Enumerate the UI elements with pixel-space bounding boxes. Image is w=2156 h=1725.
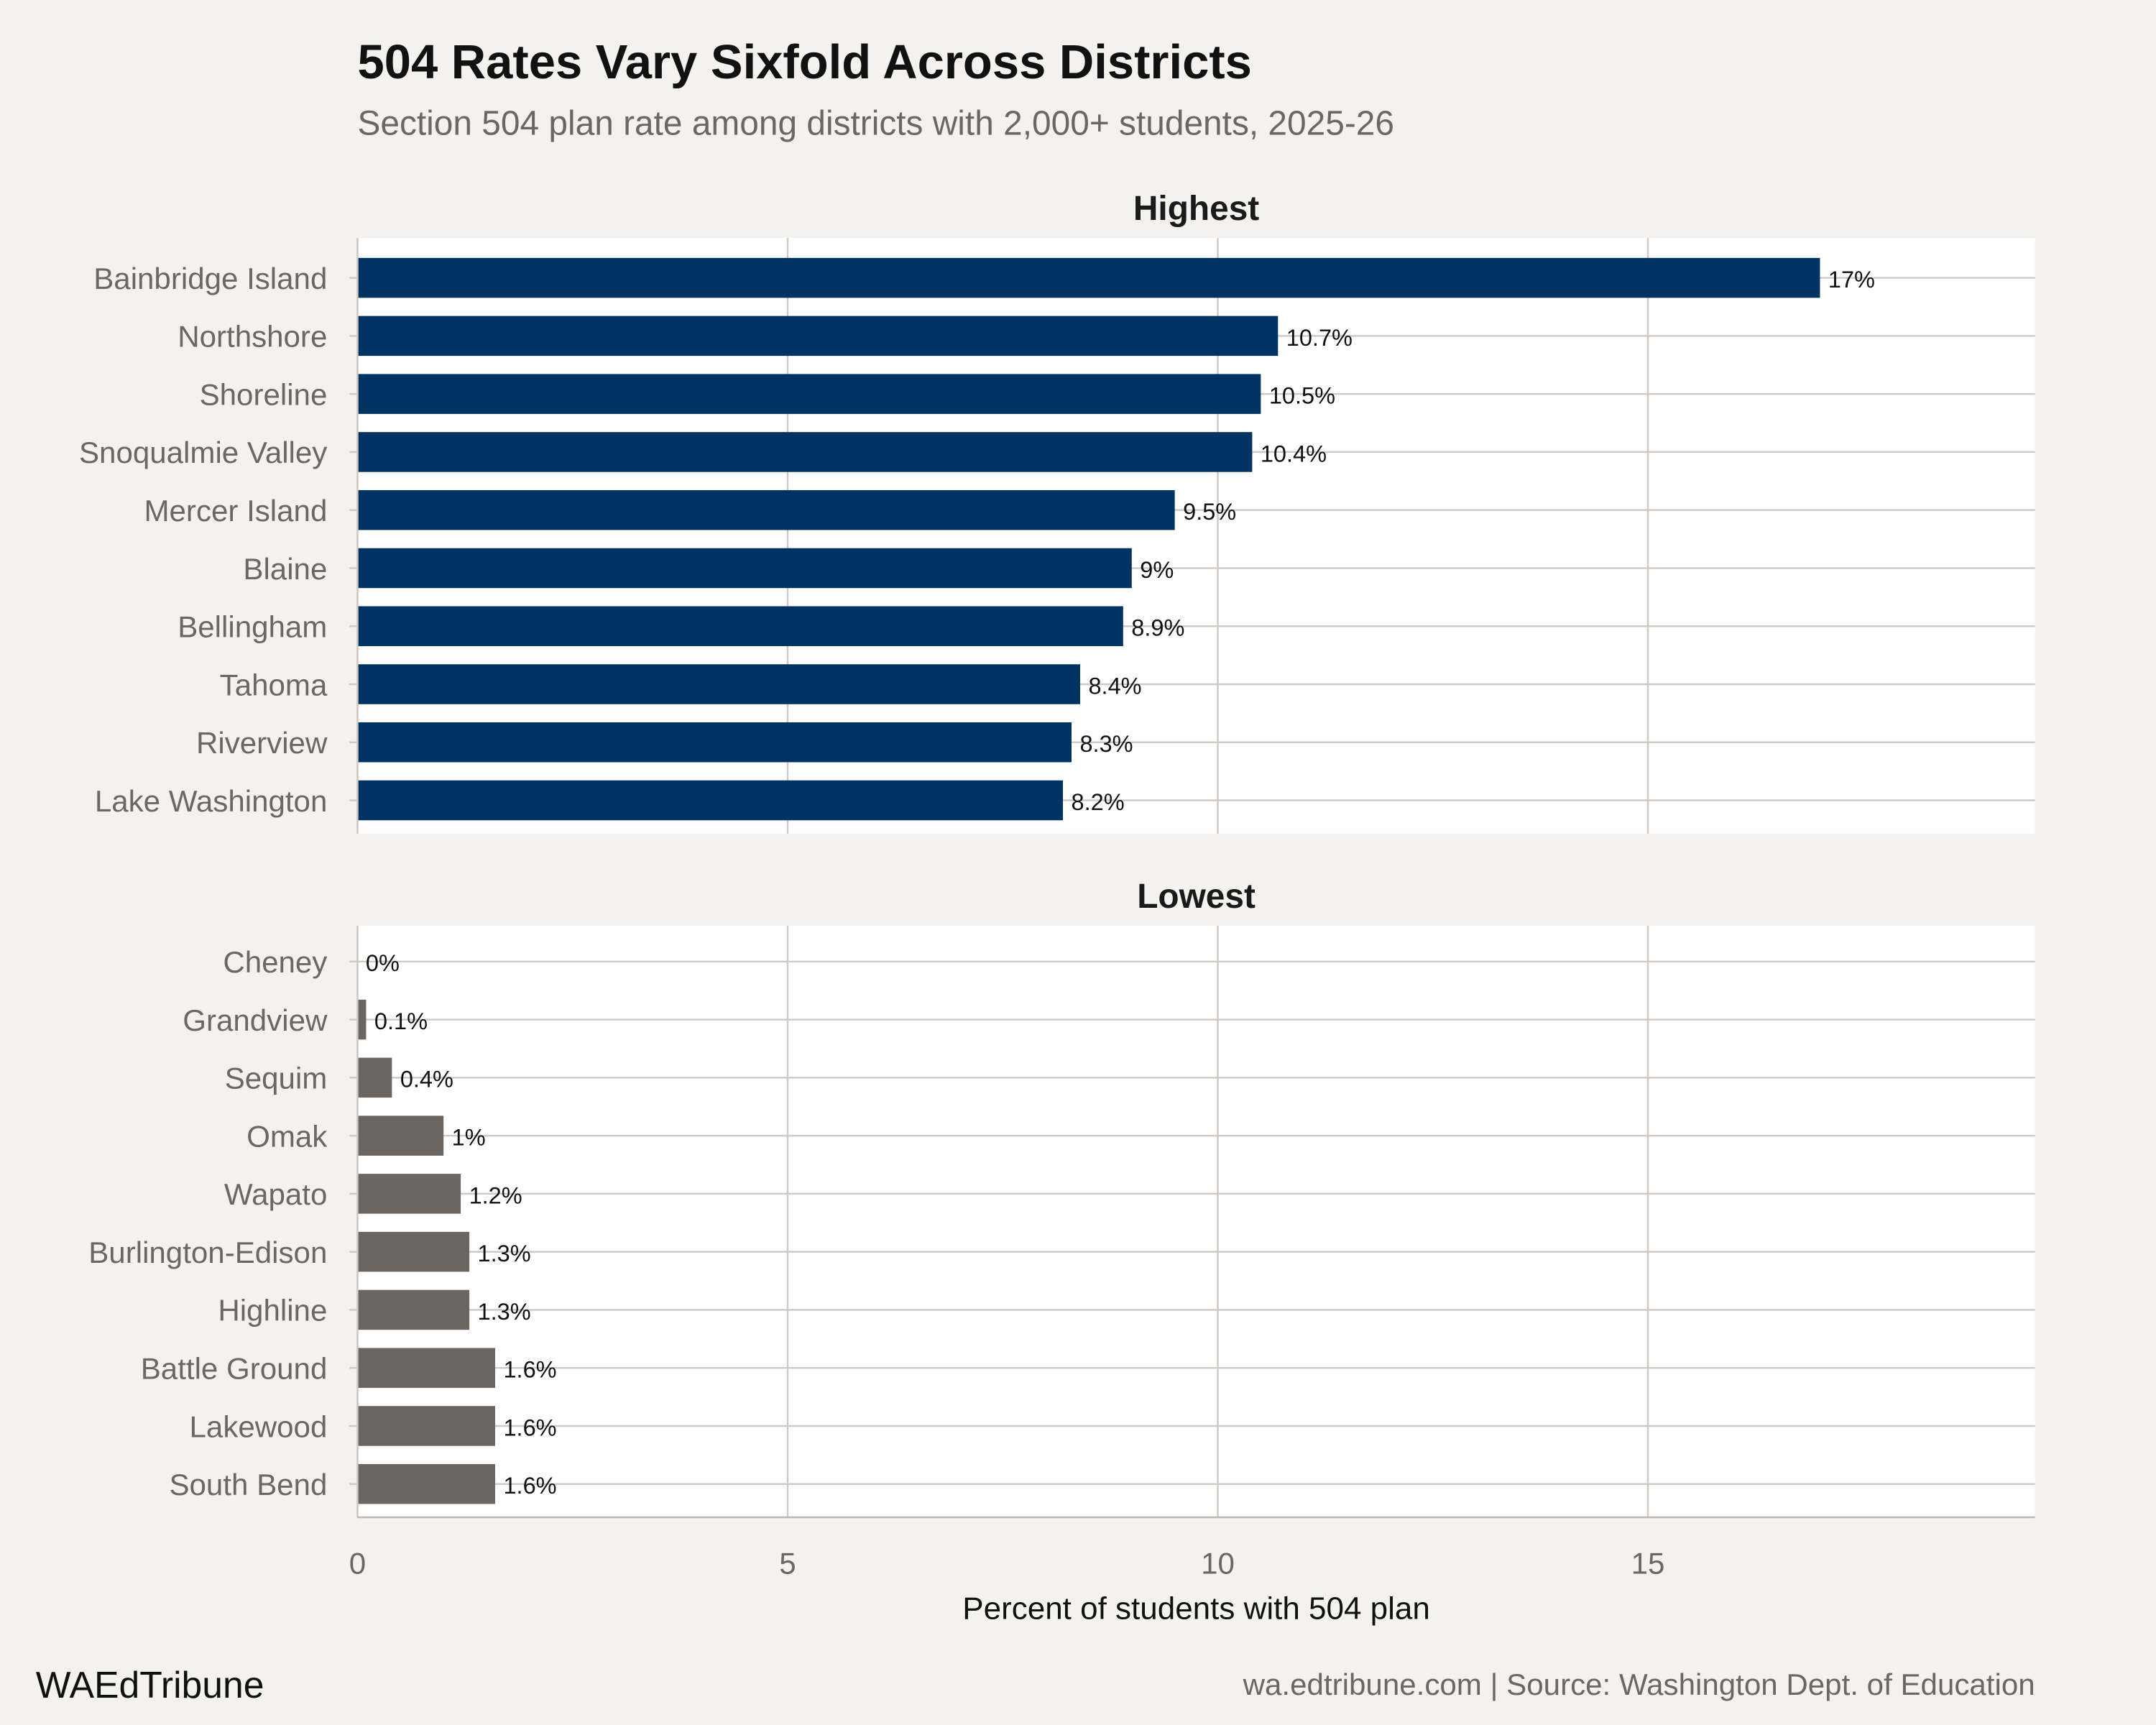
y-tick-label: Wapato xyxy=(224,1177,327,1211)
bar xyxy=(357,1174,461,1214)
bar xyxy=(357,1116,444,1156)
data-label: 8.9% xyxy=(1131,615,1184,641)
data-label: 10.4% xyxy=(1261,441,1327,466)
data-label: 8.2% xyxy=(1072,789,1125,815)
panel-title: Highest xyxy=(1133,190,1259,228)
y-tick-label: Blaine xyxy=(243,552,327,586)
bar xyxy=(357,489,1175,530)
data-label: 9.5% xyxy=(1183,499,1236,525)
data-label: 1% xyxy=(452,1125,486,1151)
brand-logo-text: WAEdTribune xyxy=(35,1664,264,1706)
y-tick-label: Highline xyxy=(218,1294,327,1328)
y-tick-label: Burlington-Edison xyxy=(88,1236,327,1269)
y-tick-label: Riverview xyxy=(196,726,328,760)
y-tick-label: Battle Ground xyxy=(141,1351,328,1385)
bar xyxy=(357,1231,470,1272)
x-tick-label: 5 xyxy=(779,1546,796,1580)
bar xyxy=(357,722,1072,763)
y-tick-label: Sequim xyxy=(225,1062,328,1095)
y-tick-label: South Bend xyxy=(169,1468,327,1501)
y-tick-label: Mercer Island xyxy=(144,494,327,528)
bar xyxy=(357,374,1261,414)
bar xyxy=(357,432,1253,472)
panel-title: Lowest xyxy=(1137,878,1256,916)
source-caption: wa.edtribune.com | Source: Washington De… xyxy=(1243,1667,2035,1702)
x-tick-label: 0 xyxy=(349,1546,366,1580)
chart-subtitle: Section 504 plan rate among districts wi… xyxy=(357,104,1394,144)
data-label: 8.3% xyxy=(1079,731,1133,757)
x-tick-label: 15 xyxy=(1631,1546,1665,1580)
bar xyxy=(357,548,1132,589)
x-tick-label: 10 xyxy=(1201,1546,1235,1580)
data-label: 1.6% xyxy=(503,1414,556,1440)
bar xyxy=(357,257,1820,298)
bar xyxy=(357,1348,495,1388)
data-label: 0.1% xyxy=(374,1008,428,1034)
y-tick-label: Lake Washington xyxy=(95,784,328,818)
panel-background xyxy=(357,926,2035,1518)
y-tick-label: Shoreline xyxy=(200,377,328,411)
bar xyxy=(357,316,1279,356)
data-label: 8.4% xyxy=(1088,673,1141,699)
y-tick-label: Northshore xyxy=(178,320,327,354)
data-label: 1.3% xyxy=(478,1299,531,1325)
bar xyxy=(357,1463,495,1504)
data-label: 17% xyxy=(1828,267,1875,293)
y-tick-label: Tahoma xyxy=(220,668,328,702)
bar xyxy=(357,1289,470,1330)
bar xyxy=(357,1057,392,1098)
bar xyxy=(357,664,1080,704)
bar xyxy=(357,999,367,1040)
bar xyxy=(357,606,1123,646)
data-label: 1.6% xyxy=(503,1357,556,1383)
data-label: 1.6% xyxy=(503,1473,556,1499)
bar xyxy=(357,780,1064,821)
y-tick-label: Bainbridge Island xyxy=(93,262,327,295)
y-tick-label: Bellingham xyxy=(178,610,327,644)
y-tick-label: Omak xyxy=(247,1119,328,1153)
data-label: 0.4% xyxy=(400,1067,453,1092)
data-label: 9% xyxy=(1140,557,1174,583)
data-label: 10.7% xyxy=(1286,325,1353,351)
y-tick-label: Grandview xyxy=(183,1003,328,1037)
data-label: 10.5% xyxy=(1269,383,1335,409)
x-axis-title: Percent of students with 504 plan xyxy=(962,1591,1430,1627)
y-tick-label: Lakewood xyxy=(190,1409,328,1443)
y-tick-label: Snoqualmie Valley xyxy=(79,436,327,469)
chart-title: 504 Rates Vary Sixfold Across Districts xyxy=(357,35,1252,90)
data-label: 1.3% xyxy=(478,1241,531,1266)
y-tick-label: Cheney xyxy=(223,945,327,979)
data-label: 0% xyxy=(366,950,400,976)
bar xyxy=(357,1406,495,1446)
data-label: 1.2% xyxy=(469,1182,522,1208)
